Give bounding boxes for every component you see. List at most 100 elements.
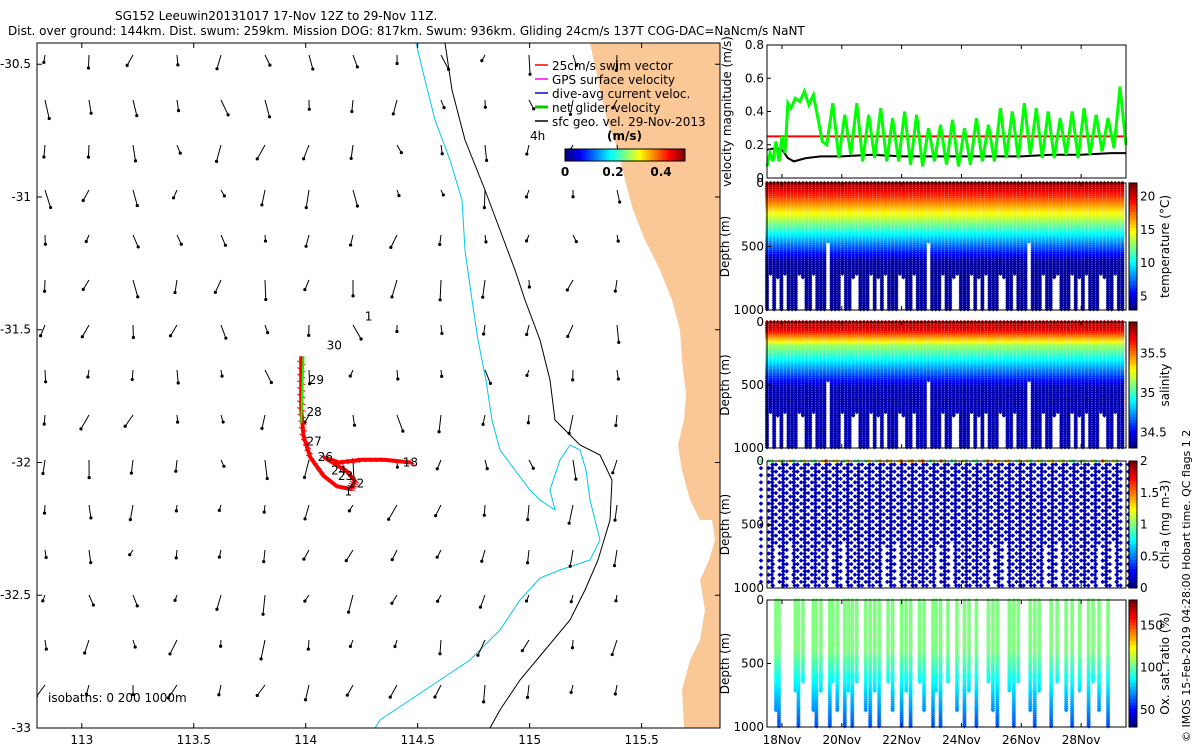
colorbar-step (627, 149, 629, 161)
isobath-label: isobaths: 0 200 1000m (48, 691, 187, 705)
colorbar-step (623, 149, 625, 161)
current-arrow-head (175, 556, 178, 559)
colorbar-step (663, 149, 665, 161)
current-arrow-head (174, 470, 177, 473)
colorbar-step (591, 149, 593, 161)
current-arrow-head (525, 239, 528, 242)
colorbar-step (665, 149, 667, 161)
current-arrow-head (526, 696, 529, 699)
legend-swim-vector: 25cm/s swim vector (535, 59, 673, 73)
current-arrow-head (264, 239, 267, 242)
current-arrow-head (88, 476, 91, 479)
current-arrow-head (345, 559, 348, 562)
current-arrow-head (262, 560, 265, 563)
current-arrow-head (569, 565, 572, 568)
colorbar-tick-label: 0.2 (602, 165, 623, 179)
current-arrow-head (214, 291, 217, 294)
current-arrow-head (532, 467, 535, 470)
current-arrow-head (614, 599, 617, 602)
current-arrow-head (136, 604, 139, 607)
legend-label: net glider velocity (552, 101, 660, 115)
current-arrow-head (43, 512, 46, 515)
current-arrow-head (571, 646, 574, 649)
y-axis-label: velocity magnitude (m/s) (720, 36, 734, 187)
current-arrow-head (489, 382, 492, 385)
current-arrow-head (521, 649, 524, 652)
current-arrow-head (172, 196, 175, 199)
current-arrow-head (356, 65, 359, 68)
colorbar-step (613, 149, 615, 161)
colorbar-step (641, 149, 643, 161)
current-arrow-head (176, 421, 179, 424)
current-arrow-head (390, 602, 393, 605)
current-arrow-head (440, 332, 443, 335)
current-arrow-head (614, 692, 617, 695)
current-arrow-head (483, 514, 486, 517)
current-arrow-head (568, 432, 571, 435)
current-arrow-head (575, 240, 578, 243)
current-arrow-head (525, 333, 528, 336)
day-label: 30 (327, 339, 342, 353)
current-arrow-head (226, 113, 229, 116)
current-arrow-head (41, 472, 44, 475)
current-arrow-head (176, 63, 179, 66)
colorbar-step (657, 149, 659, 161)
current-arrow-head (528, 285, 531, 288)
current-arrow-head (79, 427, 82, 430)
current-arrow-head (307, 648, 310, 651)
colorbar-step (679, 149, 681, 161)
colorbar-step (579, 149, 581, 161)
day-label: 26 (318, 450, 333, 464)
legend-label: GPS surface velocity (552, 73, 675, 87)
current-arrow-head (175, 509, 178, 512)
current-arrow-head (256, 694, 259, 697)
current-arrow-head (526, 518, 529, 521)
current-arrow-head (397, 194, 400, 197)
current-arrow-head (566, 288, 569, 291)
current-arrow-head (89, 561, 92, 564)
colorbar-step (653, 149, 655, 161)
colorbar-step (611, 149, 613, 161)
current-arrow-head (611, 653, 614, 656)
colorbar-tick-label: 0 (561, 165, 569, 179)
current-arrow-head (482, 700, 485, 703)
current-arrow-head (438, 243, 441, 246)
colorbar-step (585, 149, 587, 161)
current-arrow-head (485, 159, 488, 162)
current-arrow-head (389, 695, 392, 698)
current-arrow-head (126, 64, 129, 67)
current-arrow-head (264, 298, 267, 301)
current-arrow-head (436, 600, 439, 603)
legend-label: sfc geo. vel. 29-Nov-2013 (552, 115, 706, 129)
day-label: 1 (365, 309, 373, 323)
colorbar-step (633, 149, 635, 161)
current-arrow-head (571, 378, 574, 381)
current-arrow-head (124, 425, 127, 428)
colorbar-step (583, 149, 585, 161)
current-arrow-head (442, 193, 445, 196)
colorbar-step (615, 149, 617, 161)
current-arrow-head (41, 599, 44, 602)
legend-net-glider-velocity: net glider velocity (535, 101, 660, 115)
current-arrow-head (395, 330, 398, 333)
colorbar-step (631, 149, 633, 161)
colorbar-step (625, 149, 627, 161)
current-arrow-head (220, 375, 223, 378)
current-arrow-head (440, 375, 443, 378)
current-arrow-head (481, 296, 484, 299)
day-label: 18 (403, 455, 418, 469)
current-arrow-head (89, 516, 92, 519)
current-arrow-head (348, 509, 351, 512)
colorbar-step (629, 149, 631, 161)
current-arrow-head (224, 244, 227, 247)
colorbar-step (681, 149, 683, 161)
colorbar-tick-label: 0.4 (650, 165, 671, 179)
current-arrow-head (396, 62, 399, 65)
current-arrow-head (134, 159, 137, 162)
colorbar-step (577, 149, 579, 161)
current-arrow-head (302, 557, 305, 560)
colorbar-step (575, 149, 577, 161)
current-arrow-head (433, 695, 436, 698)
current-arrow-head (256, 157, 259, 160)
